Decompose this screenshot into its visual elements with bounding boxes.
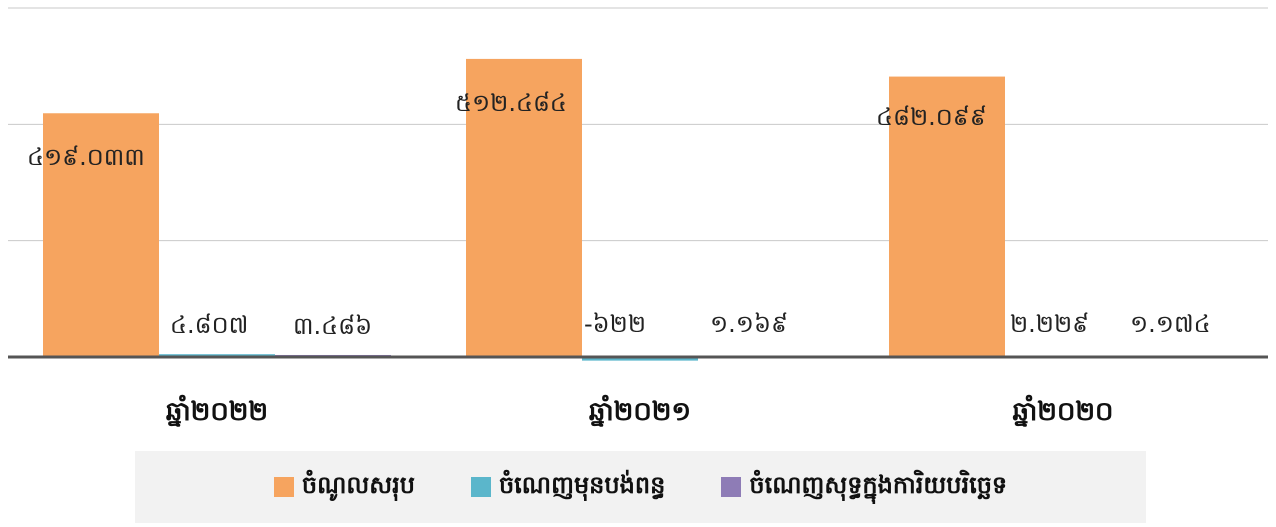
gridlines: [8, 7, 1268, 242]
data-label: ៤.៨០៧: [170, 311, 248, 339]
legend-swatch-net-profit: [721, 477, 742, 497]
legend-label: ចំណេញមុនបង់ពន្ធ: [498, 470, 666, 499]
x-tick-label: ឆ្នាំ២០២១: [589, 394, 691, 427]
legend-item-net-profit: ចំណេញសុទ្ធក្នុងការិយបរិច្ឆេទ: [721, 470, 1007, 505]
data-label: ៣.៤៨៦: [293, 312, 372, 340]
bar: [889, 76, 1005, 358]
data-label: ៥១២.៤៨៤: [455, 89, 567, 117]
bar: [43, 113, 159, 357]
x-tick-label: ឆ្នាំ២០២២: [166, 394, 268, 427]
legend-swatch-total-revenue: [273, 477, 294, 497]
legend-item-profit-before-tax: ចំណេញមុនបង់ពន្ធ: [470, 470, 666, 505]
bar: [466, 58, 582, 357]
data-label: ១.១៧៤: [1130, 310, 1211, 338]
legend-label: ចំណូលសរុប: [301, 470, 415, 499]
legend-swatch-profit-before-tax: [470, 477, 491, 497]
data-label: ២.២២៩: [1010, 310, 1089, 338]
data-label: ១.១៦៩: [710, 310, 788, 338]
legend: ចំណូលសរុប ចំណេញមុនបង់ពន្ធ ចំណេញសុទ្ធក្នុ…: [135, 451, 1146, 523]
x-tick-labels: ឆ្នាំ២០២២ ឆ្នាំ២០២១ ឆ្នាំ២០២០: [166, 394, 1114, 427]
data-label: -៦២២: [584, 310, 646, 338]
data-label: ៤១៩.០៣៣: [27, 143, 145, 171]
data-label: ៤៨២.០៩៩: [876, 103, 987, 131]
legend-item-total-revenue: ចំណូលសរុប: [273, 470, 415, 505]
x-tick-label: ឆ្នាំ២០២០: [1013, 394, 1114, 427]
bar: [582, 357, 698, 361]
bars: [43, 58, 1237, 361]
legend-label: ចំណេញសុទ្ធក្នុងការិយបរិច្ឆេទ: [749, 470, 1008, 499]
